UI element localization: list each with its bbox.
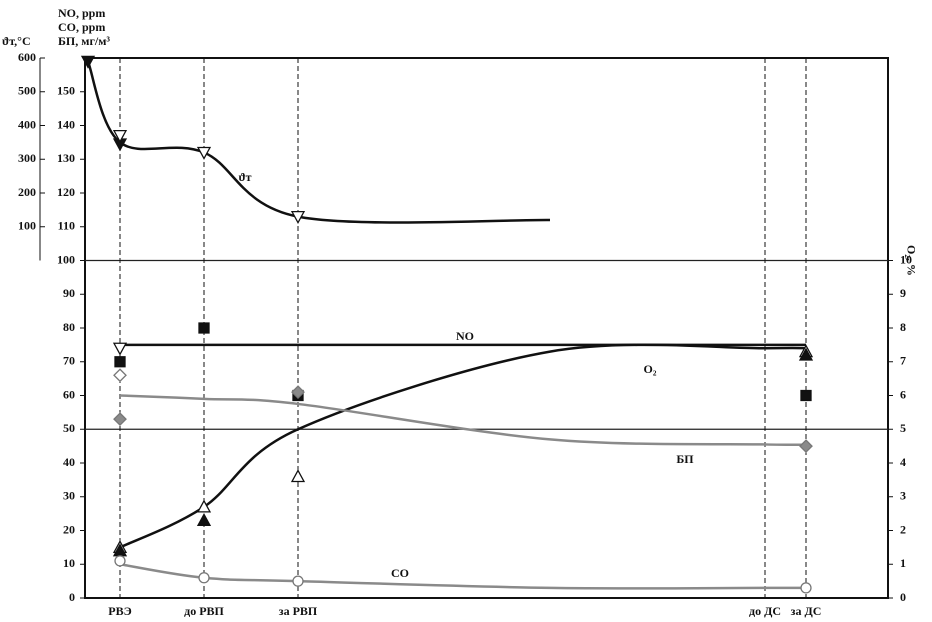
y-tick-label: 130 <box>57 151 75 165</box>
y-tick-label: 80 <box>63 320 75 334</box>
y2-axis-title: O₂, % <box>904 245 918 276</box>
y2-tick-label: 1 <box>900 556 906 570</box>
series-label: CO <box>391 566 409 580</box>
series-label: ϑт <box>238 170 251 184</box>
series-line <box>119 394 807 447</box>
y-tick-label: 10 <box>63 556 75 570</box>
y-axis-title: CO, ppm <box>58 20 105 34</box>
marker <box>113 412 127 427</box>
marker <box>800 389 812 402</box>
marker <box>112 342 128 356</box>
y2-tick-label: 8 <box>900 320 906 334</box>
y-tick-label: 20 <box>63 522 75 536</box>
series-label: БП <box>676 452 694 466</box>
marker <box>196 146 212 160</box>
marker <box>113 368 127 383</box>
y3-axis-title: ϑт,°C <box>2 34 31 48</box>
marker <box>114 555 126 567</box>
marker <box>112 129 128 143</box>
x-tick-label: до РВП <box>184 604 224 618</box>
y-tick-label: 90 <box>63 286 75 300</box>
y-tick-label: 30 <box>63 489 75 503</box>
marker <box>196 513 212 527</box>
series-label: O₂ <box>644 362 657 376</box>
y-tick-label: 110 <box>58 219 75 233</box>
marker <box>798 347 814 361</box>
y-tick-label: 140 <box>57 117 75 131</box>
y2-tick-label: 7 <box>900 354 906 368</box>
series-line <box>119 343 807 549</box>
marker <box>196 499 212 513</box>
y2-tick-label: 3 <box>900 489 906 503</box>
x-tick-label: за ДС <box>791 604 822 618</box>
y-axis-title: NO, ppm <box>58 6 105 20</box>
y3-tick-label: 300 <box>18 151 36 165</box>
y3-tick-label: 200 <box>18 185 36 199</box>
y-tick-label: 100 <box>57 252 75 266</box>
series-line <box>119 563 806 590</box>
y-axis-title: БП, мг/м³ <box>58 34 110 48</box>
y-tick-label: 120 <box>57 185 75 199</box>
y-tick-label: 50 <box>63 421 75 435</box>
y2-tick-label: 6 <box>900 387 906 401</box>
y3-tick-label: 500 <box>18 84 36 98</box>
y2-tick-label: 10 <box>900 252 912 266</box>
marker <box>198 322 210 334</box>
y3-tick-label: 600 <box>18 50 36 64</box>
y2-tick-label: 0 <box>900 590 906 604</box>
marker <box>114 356 126 368</box>
y-tick-label: 60 <box>63 387 75 401</box>
marker <box>80 55 96 69</box>
marker <box>290 469 306 483</box>
x-tick-label: за РВП <box>279 604 318 618</box>
y3-tick-label: 400 <box>18 117 36 131</box>
x-tick-label: РВЭ <box>108 604 131 618</box>
y-tick-label: 40 <box>63 455 75 469</box>
marker <box>198 572 210 584</box>
marker <box>799 439 813 454</box>
marker <box>800 582 812 594</box>
y-tick-label: 150 <box>57 84 75 98</box>
series-label: NO <box>456 329 474 343</box>
y2-tick-label: 2 <box>900 522 906 536</box>
y2-tick-label: 5 <box>900 421 906 435</box>
marker <box>291 385 305 400</box>
marker <box>290 210 306 224</box>
y-tick-label: 70 <box>63 354 75 368</box>
x-tick-label: до ДС <box>749 604 781 618</box>
y2-tick-label: 4 <box>900 455 906 469</box>
y-tick-label: 0 <box>69 590 75 604</box>
marker <box>292 575 304 587</box>
series-line <box>86 60 551 224</box>
y2-tick-label: 9 <box>900 286 906 300</box>
y3-tick-label: 100 <box>18 219 36 233</box>
